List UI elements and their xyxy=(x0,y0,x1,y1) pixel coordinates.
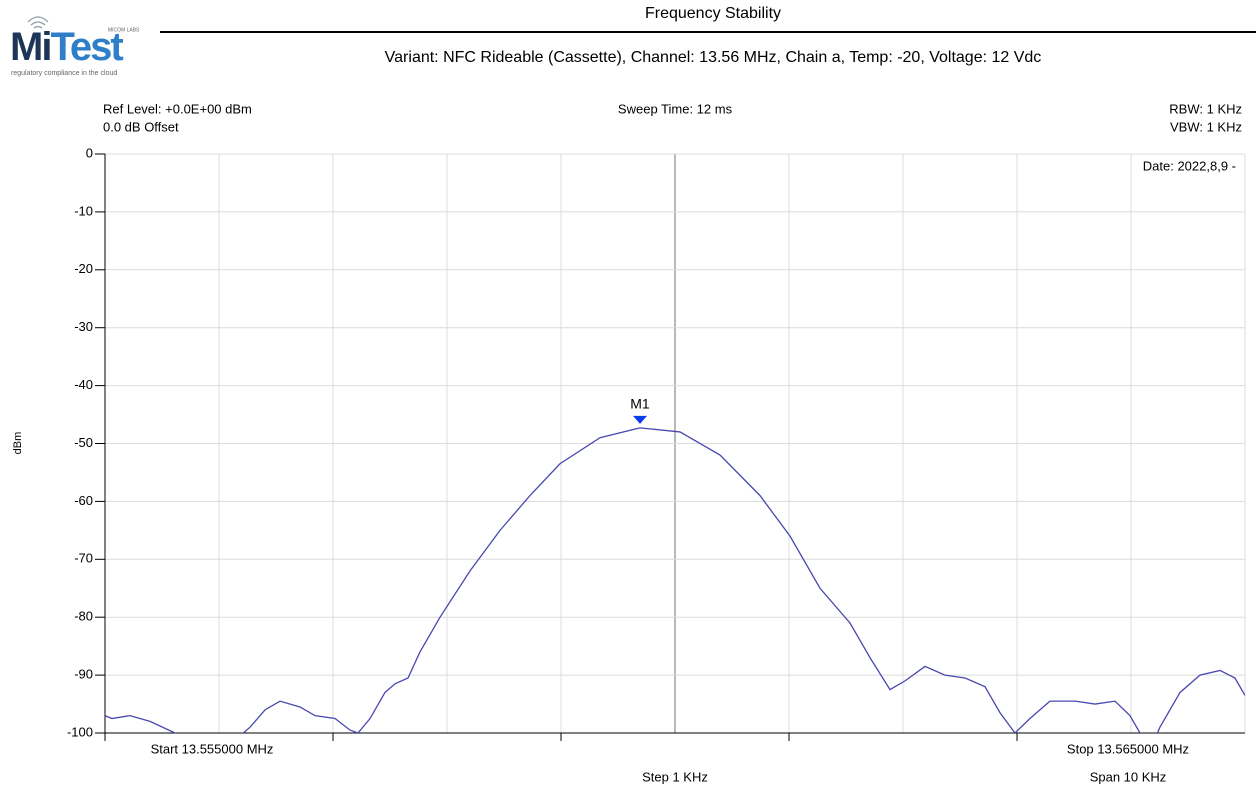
title: Frequency Stability xyxy=(645,5,781,22)
logo-mi: Mi xyxy=(10,25,50,69)
logo-test: Test xyxy=(50,25,123,69)
y-tick-label: -100 xyxy=(67,724,93,739)
y-tick-label: -30 xyxy=(74,319,93,334)
y-axis-label: dBm xyxy=(12,432,24,455)
logo-brand: MiTest xyxy=(10,25,123,69)
vbw: VBW: 1 KHz xyxy=(1170,119,1242,134)
y-tick-label: -40 xyxy=(74,377,93,392)
logo-tagline: regulatory compliance in the cloud xyxy=(11,70,117,77)
y-tick-label: 0 xyxy=(86,145,93,160)
marker-label: M1 xyxy=(630,396,650,412)
rbw: RBW: 1 KHz xyxy=(1169,101,1242,116)
span-label: Span 10 KHz xyxy=(1090,769,1167,784)
logo-wave xyxy=(27,16,49,29)
plot xyxy=(105,427,1245,733)
logo: MiTest MICOM LABS regulatory compliance … xyxy=(10,16,140,77)
marker xyxy=(633,415,648,424)
y-tick-label: -60 xyxy=(74,493,93,508)
ref-level: Ref Level: +0.0E+00 dBm xyxy=(103,101,252,116)
logo-maker: MICOM LABS xyxy=(108,27,140,33)
y-tick-label: -90 xyxy=(74,667,93,682)
start-label: Start 13.555000 MHz xyxy=(151,741,274,756)
y-tick-label: -20 xyxy=(74,261,93,276)
y-tick-label: -10 xyxy=(74,203,93,218)
y-tick-label: -50 xyxy=(74,435,93,450)
y-tick-label: -80 xyxy=(74,609,93,624)
subtitle: Variant: NFC Rideable (Cassette), Channe… xyxy=(385,49,1042,66)
trace xyxy=(105,427,1245,733)
y-tick-label: -70 xyxy=(74,551,93,566)
step-label: Step 1 KHz xyxy=(642,769,708,784)
date: Date: 2022,8,9 - xyxy=(1143,158,1236,173)
offset: 0.0 dB Offset xyxy=(103,119,179,134)
sweep-time: Sweep Time: 12 ms xyxy=(618,101,733,116)
stop-label: Stop 13.565000 MHz xyxy=(1067,741,1189,756)
